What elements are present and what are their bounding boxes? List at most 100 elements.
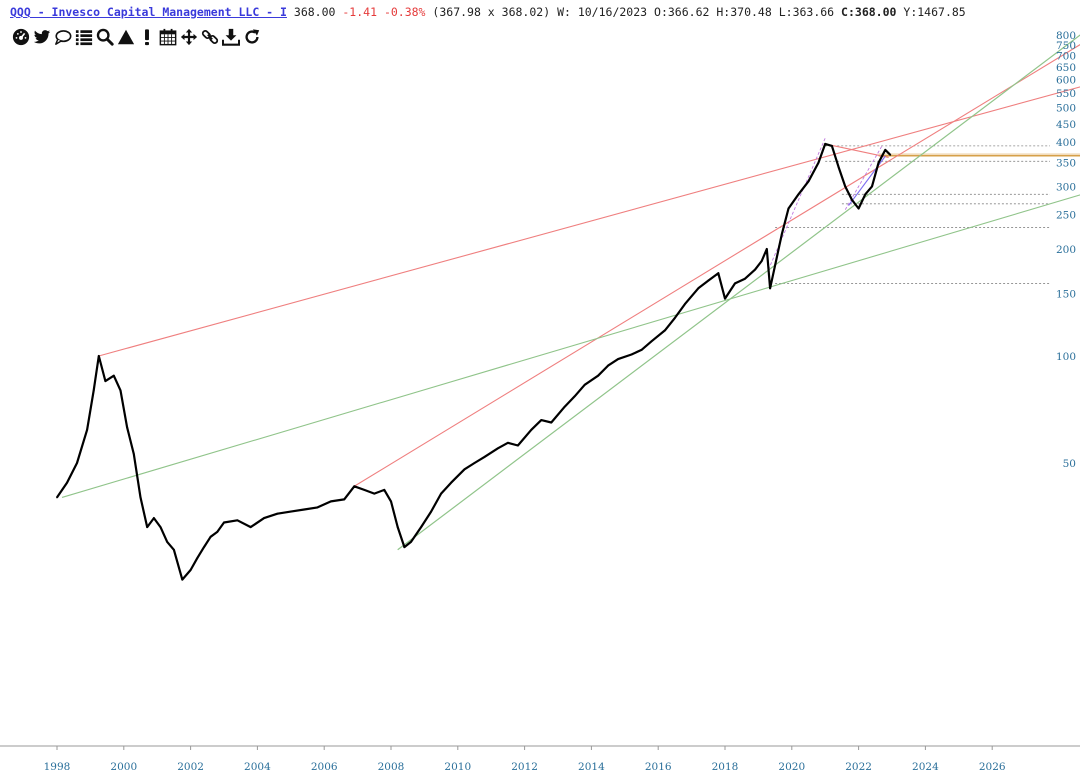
high-label: H: <box>716 5 731 19</box>
price-point <box>837 166 840 168</box>
price-point <box>760 260 763 262</box>
calendar-button[interactable] <box>157 26 178 48</box>
quote-header: QQQ - Invesco Capital Management LLC - I… <box>10 5 1080 21</box>
y-tick-label: 400 <box>1056 137 1076 149</box>
price-point <box>132 453 135 455</box>
y-tick-label: 100 <box>1056 351 1076 363</box>
price-point <box>864 193 867 196</box>
price-point <box>797 193 800 196</box>
price-change-pct: -0.38% <box>383 5 426 19</box>
search-button[interactable] <box>94 26 115 48</box>
x-tick-label: 2002 <box>177 761 204 773</box>
x-axis: 1998 2000 2002 2004 2006 2008 2010 2012 2014 2016… <box>44 746 1006 773</box>
y-tick-label: 800 <box>1056 30 1076 42</box>
price-point <box>857 207 860 210</box>
download-button[interactable] <box>220 26 241 48</box>
price-point <box>617 358 620 361</box>
price-point <box>550 421 553 424</box>
price-point <box>420 526 422 529</box>
price-point <box>223 521 225 524</box>
price-point <box>196 557 199 560</box>
price-point <box>817 161 820 164</box>
alert-button[interactable] <box>115 26 136 48</box>
y-tick-label: 650 <box>1056 62 1076 74</box>
price-point <box>403 546 406 548</box>
price-point <box>851 198 853 201</box>
price-point <box>830 145 833 147</box>
price-point <box>583 383 586 386</box>
x-tick-label: 2018 <box>712 761 739 773</box>
twitter-button[interactable] <box>31 26 52 48</box>
calendar-icon <box>159 28 176 46</box>
price-point <box>517 444 519 447</box>
twitter-icon <box>33 30 50 44</box>
price-point <box>396 526 399 529</box>
comment-icon <box>54 30 71 45</box>
refresh-icon <box>244 29 259 44</box>
price-point <box>450 481 453 484</box>
low-label: L: <box>778 5 793 19</box>
refresh-button[interactable] <box>241 26 262 48</box>
exclamation-icon <box>144 29 149 46</box>
bid-ask: (367.98 x 368.02) <box>432 5 551 19</box>
price-point <box>410 540 412 543</box>
y-value: 1467.85 <box>917 5 966 19</box>
price-point <box>473 462 476 464</box>
price-point <box>744 277 746 280</box>
price-point <box>597 374 599 377</box>
channel-line <box>768 138 826 270</box>
price-point <box>236 519 239 522</box>
period: W: 10/16/2023 <box>557 5 648 19</box>
price-point <box>216 530 219 533</box>
price-point <box>86 428 88 431</box>
price-point <box>159 526 162 529</box>
x-tick-label: 2026 <box>979 761 1006 773</box>
price-point <box>697 287 700 290</box>
price-point <box>707 279 710 282</box>
download-icon <box>221 28 240 46</box>
dashboard-button[interactable] <box>10 26 31 48</box>
price-point <box>353 485 356 488</box>
list-button[interactable] <box>73 26 94 48</box>
y-tick-label: 550 <box>1056 88 1076 100</box>
x-tick-label: 2016 <box>645 761 672 773</box>
price-point <box>440 492 442 495</box>
y-label: Y: <box>903 5 918 19</box>
price-point <box>889 153 892 156</box>
price-point <box>203 546 205 548</box>
price-point <box>126 426 129 429</box>
x-tick-label: 2022 <box>845 761 872 773</box>
price-point <box>507 441 509 444</box>
price-point <box>263 517 265 519</box>
notice-button[interactable] <box>136 26 157 48</box>
y-tick-label: 250 <box>1056 210 1076 222</box>
price-point <box>289 510 292 513</box>
move-button[interactable] <box>178 26 199 48</box>
comment-button[interactable] <box>52 26 73 48</box>
price-point <box>724 297 726 300</box>
price-point <box>607 364 609 367</box>
price-point <box>152 517 155 519</box>
price-point <box>877 161 880 164</box>
price-point <box>734 282 736 285</box>
price-point <box>684 303 686 305</box>
open-value: 366.62 <box>667 5 710 19</box>
x-tick-label: 2000 <box>110 761 137 773</box>
price-point <box>807 180 810 183</box>
price-point <box>463 468 466 471</box>
move-icon <box>180 28 197 46</box>
price-point <box>871 185 873 188</box>
trend-lines <box>61 34 1080 551</box>
price-point <box>92 389 95 392</box>
price-point <box>573 395 576 398</box>
link-button[interactable] <box>199 26 220 48</box>
symbol-link[interactable]: QQQ - Invesco Capital Management LLC - I <box>10 5 287 19</box>
link-icon <box>201 30 218 44</box>
resistance-trend-line <box>353 44 1080 487</box>
price-point <box>483 456 486 458</box>
price-point <box>166 540 169 543</box>
price-point <box>249 526 252 529</box>
channel-line <box>848 155 886 206</box>
price-point <box>56 496 58 499</box>
